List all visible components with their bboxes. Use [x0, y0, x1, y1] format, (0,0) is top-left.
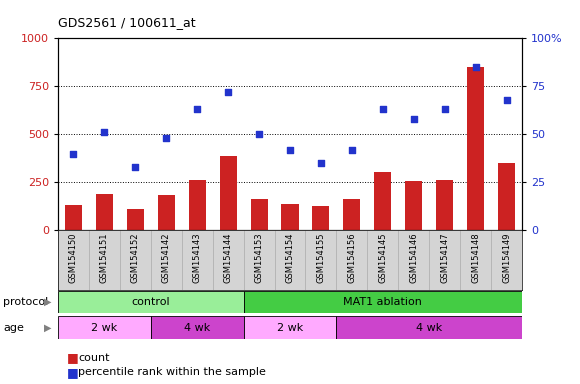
Bar [120, 230, 151, 290]
Text: GSM154145: GSM154145 [378, 232, 387, 283]
Point [223, 89, 233, 95]
Bar [367, 230, 398, 290]
Point [193, 106, 202, 113]
Point [285, 147, 295, 153]
Point [100, 129, 109, 136]
Text: GDS2561 / 100611_at: GDS2561 / 100611_at [58, 16, 195, 29]
Text: GSM154146: GSM154146 [409, 232, 418, 283]
Bar [244, 291, 522, 313]
Text: MAT1 ablation: MAT1 ablation [343, 297, 422, 307]
Bar [182, 230, 213, 290]
Text: GSM154151: GSM154151 [100, 232, 109, 283]
Bar [498, 163, 515, 230]
Text: GSM154154: GSM154154 [285, 232, 295, 283]
Bar [65, 205, 82, 230]
Bar [213, 230, 244, 290]
Text: GSM154150: GSM154150 [69, 232, 78, 283]
Text: percentile rank within the sample: percentile rank within the sample [78, 367, 266, 377]
Point [255, 131, 264, 137]
Bar [58, 230, 89, 290]
Text: ▶: ▶ [44, 297, 51, 307]
Bar [89, 230, 120, 290]
Text: ■: ■ [67, 366, 78, 379]
Bar [313, 207, 329, 230]
Text: GSM154155: GSM154155 [317, 232, 325, 283]
Text: protocol: protocol [3, 297, 48, 307]
Text: GSM154143: GSM154143 [193, 232, 202, 283]
Bar [460, 230, 491, 290]
Point [502, 97, 511, 103]
Point [162, 135, 171, 141]
Bar [220, 156, 237, 230]
Point [378, 106, 387, 113]
Point [440, 106, 450, 113]
Text: GSM154142: GSM154142 [162, 232, 171, 283]
Text: 4 wk: 4 wk [184, 323, 211, 333]
Bar [491, 230, 522, 290]
Bar [343, 199, 360, 230]
Bar [274, 230, 306, 290]
Bar [58, 316, 151, 339]
Bar [251, 199, 267, 230]
Bar [151, 316, 244, 339]
Text: count: count [78, 353, 110, 363]
Point [347, 147, 357, 153]
Bar [336, 230, 367, 290]
Point [471, 64, 480, 70]
Text: age: age [3, 323, 24, 333]
Text: GSM154156: GSM154156 [347, 232, 356, 283]
Bar [188, 180, 206, 230]
Bar [429, 230, 460, 290]
Text: ▶: ▶ [44, 323, 51, 333]
Bar [127, 209, 144, 230]
Bar [58, 291, 244, 313]
Text: ■: ■ [67, 351, 78, 364]
Bar [244, 316, 336, 339]
Bar [467, 67, 484, 230]
Text: GSM154148: GSM154148 [471, 232, 480, 283]
Bar [151, 230, 182, 290]
Bar [374, 172, 392, 230]
Text: GSM154144: GSM154144 [224, 232, 233, 283]
Text: GSM154152: GSM154152 [131, 232, 140, 283]
Point [130, 164, 140, 170]
Bar [436, 180, 453, 230]
Text: 4 wk: 4 wk [416, 323, 443, 333]
Text: control: control [132, 297, 170, 307]
Text: 2 wk: 2 wk [277, 323, 303, 333]
Bar [96, 194, 113, 230]
Bar [306, 230, 336, 290]
Bar [244, 230, 274, 290]
Bar [336, 316, 522, 339]
Bar [158, 195, 175, 230]
Bar [398, 230, 429, 290]
Text: 2 wk: 2 wk [91, 323, 118, 333]
Bar [281, 204, 299, 230]
Text: GSM154147: GSM154147 [440, 232, 449, 283]
Text: GSM154149: GSM154149 [502, 232, 511, 283]
Bar [405, 181, 422, 230]
Point [409, 116, 418, 122]
Text: GSM154153: GSM154153 [255, 232, 263, 283]
Point [316, 160, 325, 166]
Point [69, 151, 78, 157]
